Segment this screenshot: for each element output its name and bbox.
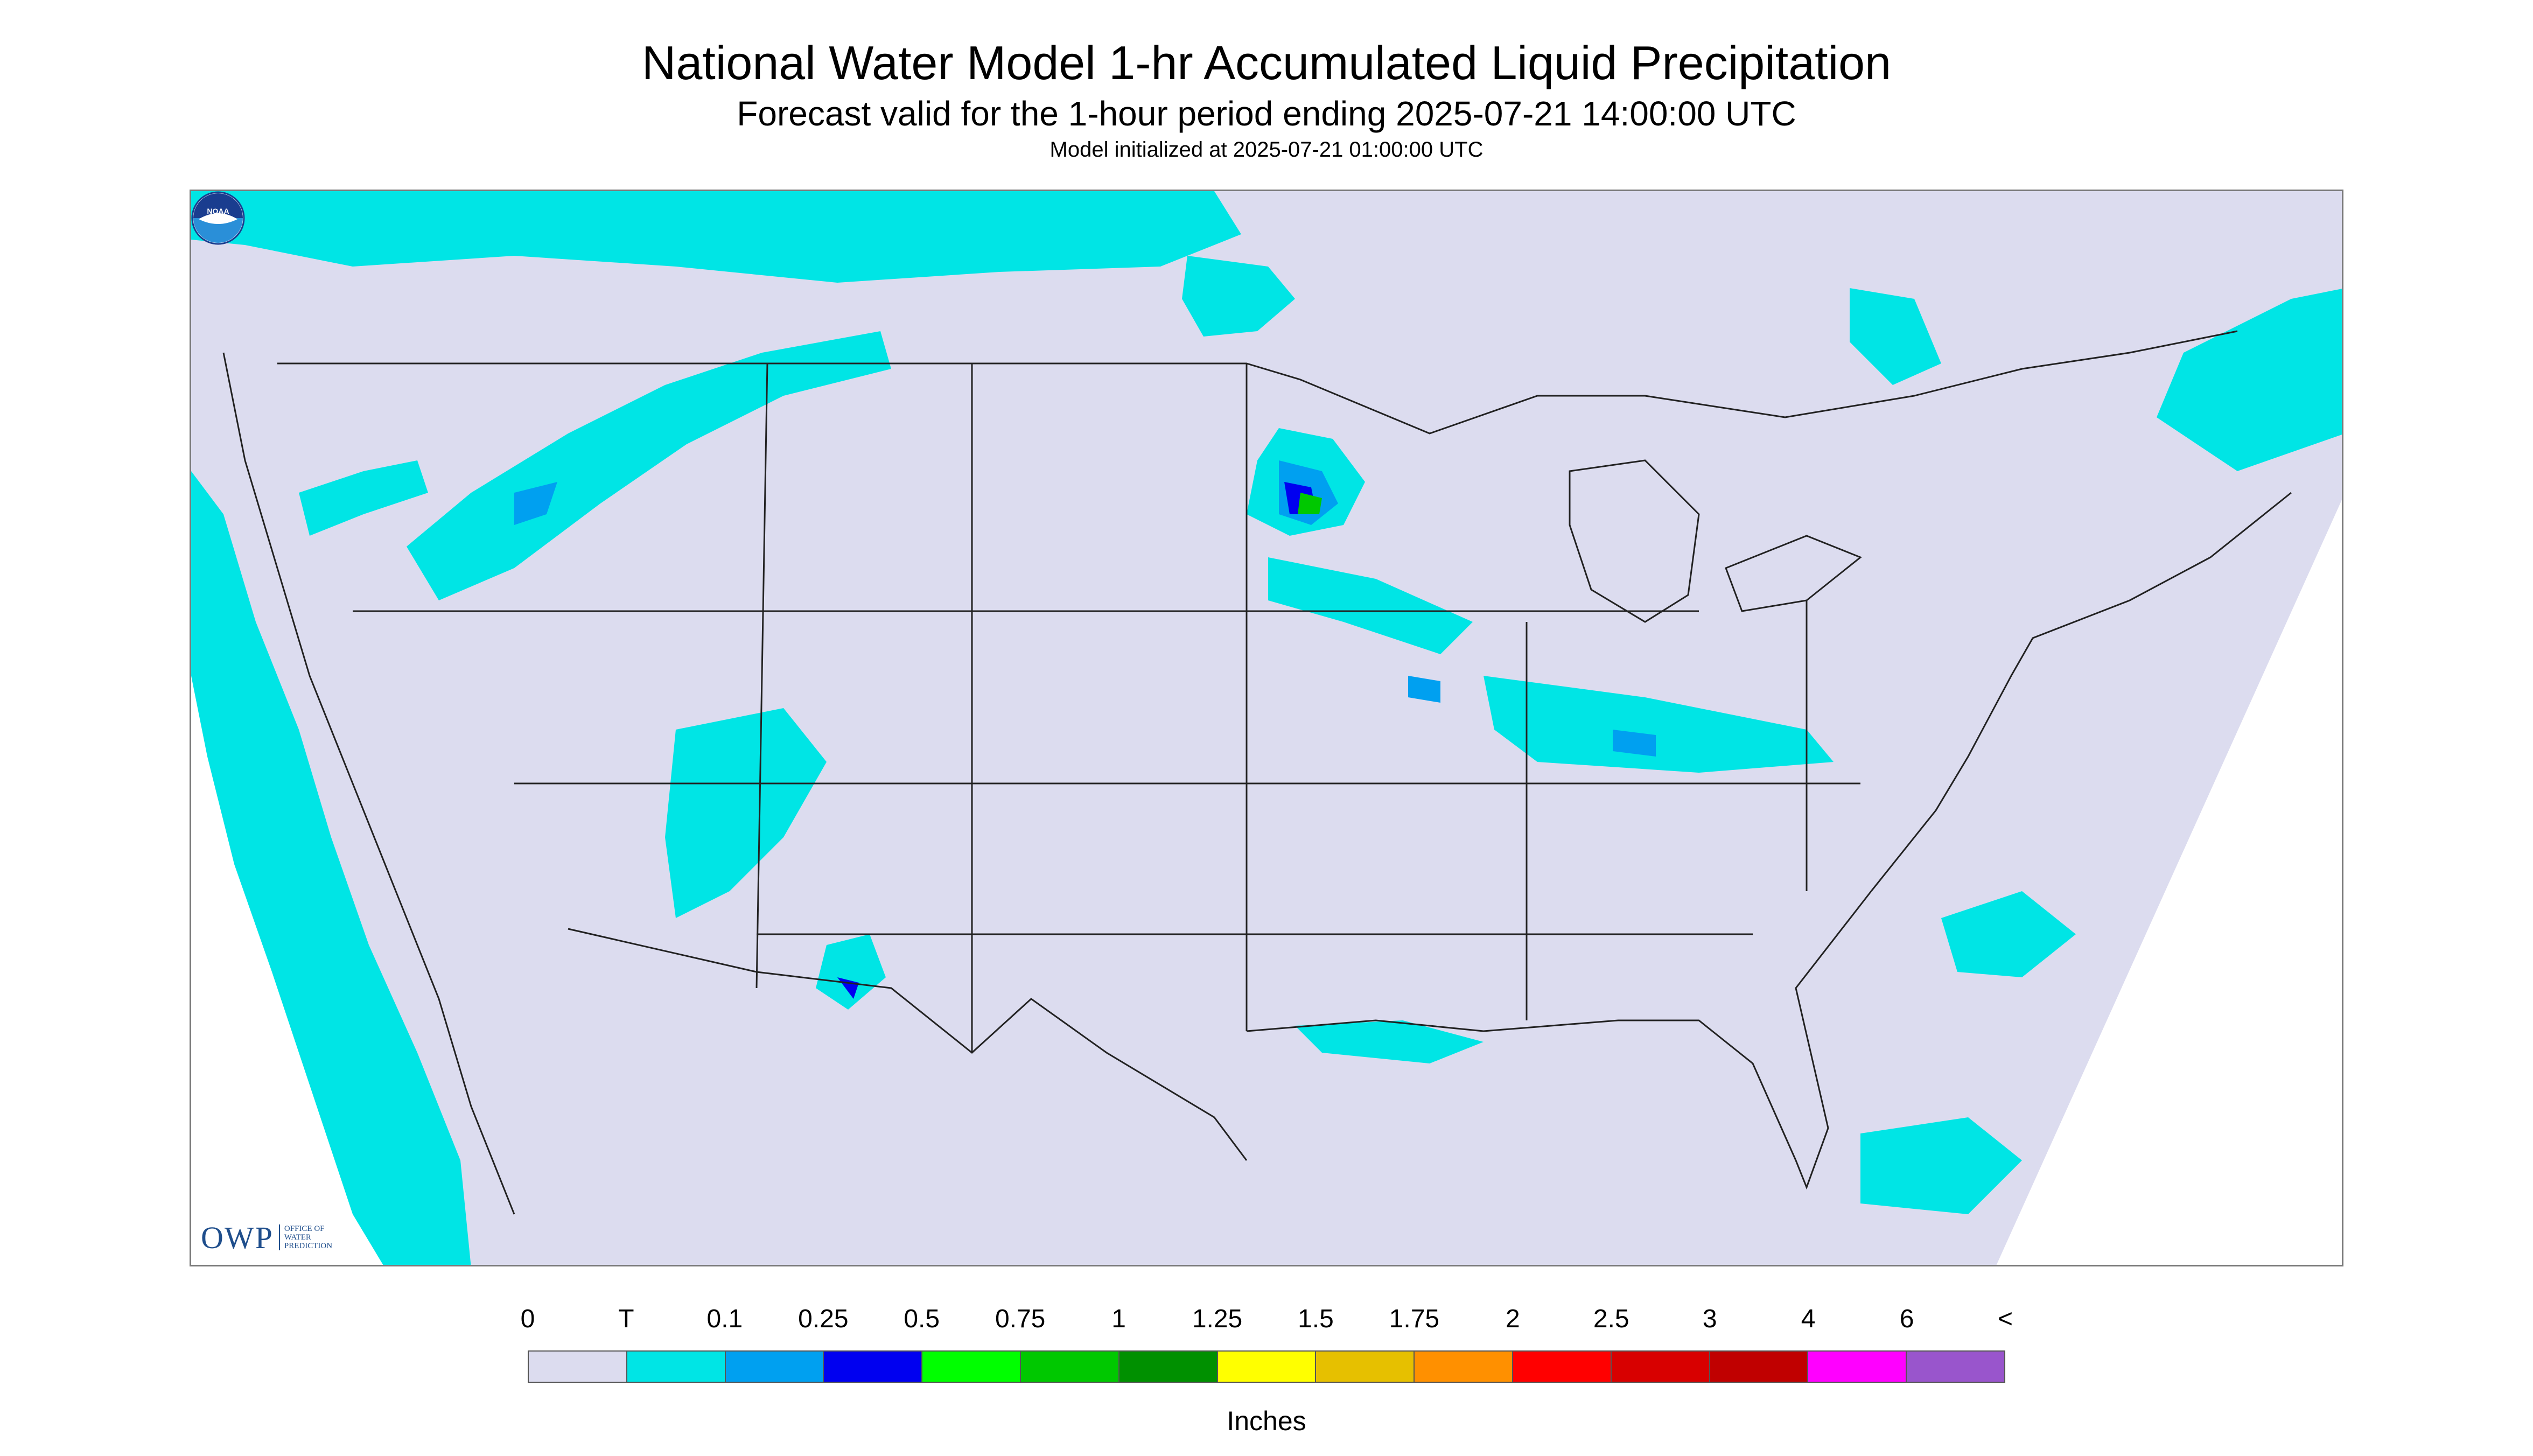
precipitation-map: OWP OFFICE OF WATER PREDICTION NOAA	[190, 190, 2343, 1266]
legend-swatch	[1808, 1352, 1907, 1382]
owp-logo-line-1: OFFICE OF	[284, 1224, 325, 1233]
legend-swatch	[1415, 1352, 1513, 1382]
precip-atlantic	[1941, 891, 2076, 977]
great-lakes-outline	[1569, 459, 1862, 623]
precip-southwest-mountains	[665, 708, 827, 918]
precip-gulf	[1295, 1020, 1484, 1063]
legend-tick-label: 0.1	[706, 1305, 743, 1333]
legend-tick-label: 6	[1899, 1305, 1914, 1333]
precip-canada-north	[191, 191, 1241, 283]
precip-quebec	[1850, 288, 1941, 385]
legend-swatch	[922, 1352, 1021, 1382]
west-coast	[222, 352, 515, 1215]
domain-mask-right	[1996, 500, 2342, 1265]
precip-new-mexico	[816, 934, 886, 1010]
legend-swatch	[1316, 1352, 1415, 1382]
legend-tick-label: 2	[1505, 1305, 1520, 1333]
legend-tick-label: 0.5	[904, 1305, 940, 1333]
legend-swatch	[1119, 1352, 1218, 1382]
owp-logo-line-3: PREDICTION	[284, 1242, 333, 1250]
owp-logo-text: OWP	[201, 1220, 274, 1255]
precip-ohio-valley	[1484, 676, 1834, 773]
map-title: National Water Model 1-hr Accumulated Li…	[641, 36, 1892, 89]
legend-swatch	[824, 1352, 923, 1382]
precip-oregon-band	[299, 460, 428, 536]
precip-pacific-west	[191, 471, 471, 1265]
model-init-text: Model initialized at 2025-07-21 01:00:00…	[1049, 138, 1484, 162]
legend-tick-label: 0.25	[798, 1305, 849, 1333]
legend-tick-label: 1.75	[1389, 1305, 1440, 1333]
precip-caribbean	[1860, 1117, 2022, 1214]
legend-tick-label: 0.75	[995, 1305, 1046, 1333]
legend-tick-label: 1.25	[1192, 1305, 1243, 1333]
precip-northeast-canada	[2157, 289, 2342, 471]
heavier-precip-layer	[514, 460, 1656, 999]
owp-logo-subtext: OFFICE OF WATER PREDICTION	[278, 1224, 333, 1250]
legend-swatch	[725, 1352, 824, 1382]
precip-iowa-band	[1268, 557, 1473, 654]
legend-tick-label: 4	[1801, 1305, 1816, 1333]
legend-tick-label: 3	[1702, 1305, 1717, 1333]
precip-northwest-band	[407, 331, 891, 600]
boundary-lines	[222, 330, 2292, 1215]
owp-logo: OWP OFFICE OF WATER PREDICTION	[201, 1219, 332, 1256]
us-canada-border	[277, 330, 2238, 435]
precip-lake-woods	[1182, 256, 1295, 337]
precip-core-minnesota-green	[1298, 493, 1322, 514]
legend-swatch	[1513, 1352, 1612, 1382]
legend-tick-label: 0	[520, 1305, 535, 1333]
gulf-coast	[1246, 891, 1872, 1190]
legend-swatch	[529, 1352, 627, 1382]
trace-precip-layer	[191, 191, 2342, 1265]
precip-core-northwest	[514, 482, 557, 525]
us-mexico-border	[568, 928, 1248, 1161]
legend-tick-label: T	[618, 1305, 634, 1333]
map-canvas	[191, 191, 2342, 1265]
legend-swatch	[1217, 1352, 1317, 1382]
precip-core-iowa	[1408, 676, 1440, 703]
legend-swatch	[1611, 1352, 1710, 1382]
legend-swatch	[1907, 1352, 2004, 1382]
east-coast	[1870, 492, 2292, 892]
state-line-1	[755, 363, 768, 989]
precip-core-ohio	[1613, 730, 1656, 757]
legend-tick-label: 1	[1111, 1305, 1126, 1333]
legend-swatch	[627, 1352, 726, 1382]
legend-tick-label: 1.5	[1298, 1305, 1334, 1333]
legend-units: Inches	[1227, 1406, 1306, 1436]
map-subtitle: Forecast valid for the 1-hour period end…	[737, 94, 1796, 133]
legend-tick-label: <	[1997, 1305, 2013, 1333]
noaa-logo-text: NOAA	[207, 207, 229, 215]
legend-swatch	[1710, 1352, 1809, 1382]
color-legend	[528, 1350, 2005, 1383]
legend-tick-label: 2.5	[1593, 1305, 1629, 1333]
legend-swatch	[1020, 1352, 1119, 1382]
owp-logo-line-2: WATER	[284, 1233, 311, 1242]
noaa-logo: NOAA	[191, 191, 245, 245]
